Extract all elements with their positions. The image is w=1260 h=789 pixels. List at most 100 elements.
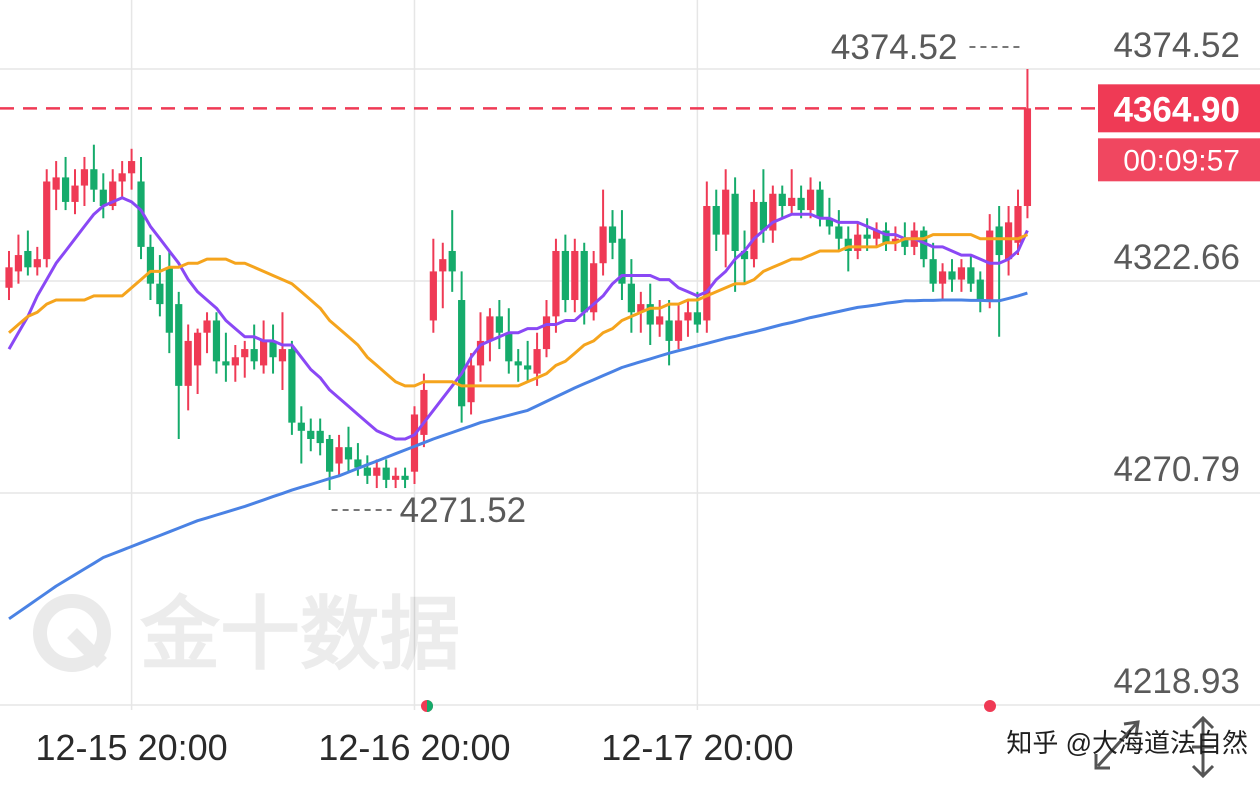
- candle-body: [250, 349, 258, 362]
- candle-body: [976, 279, 984, 301]
- candle-body: [995, 226, 1003, 256]
- y-tick-label: 4218.93: [1113, 662, 1240, 701]
- vertical-resize-icon[interactable]: [1191, 715, 1215, 779]
- candle-body: [797, 197, 805, 211]
- high-label: 4374.52: [831, 28, 958, 67]
- candle-body: [618, 238, 626, 284]
- expand-icon[interactable]: [1094, 720, 1140, 770]
- candle-body: [212, 320, 221, 362]
- candle-body: [43, 181, 51, 260]
- current-price-label: 4364.90: [1113, 90, 1240, 129]
- candle-body: [448, 250, 456, 272]
- candle-body: [118, 173, 126, 182]
- candle-body: [722, 189, 730, 235]
- candle-body: [740, 250, 749, 260]
- candle-body: [24, 250, 32, 268]
- candle-body: [637, 304, 645, 313]
- candle-body: [184, 340, 192, 386]
- candle-body: [514, 361, 522, 366]
- candle-body: [241, 349, 249, 358]
- candle-body: [194, 332, 202, 366]
- candle-body: [646, 304, 654, 325]
- candle-body: [90, 169, 98, 190]
- x-tick-label: 12-15 20:00: [36, 727, 228, 768]
- candle-body: [703, 206, 711, 321]
- countdown-box: [1098, 138, 1260, 182]
- y-tick-label: 4270.79: [1113, 450, 1240, 489]
- x-tick-label: 12-16 20:00: [318, 727, 510, 768]
- candle-body: [882, 230, 890, 243]
- candle-body: [542, 316, 551, 350]
- candle-body: [316, 430, 324, 444]
- candle-body: [552, 250, 560, 317]
- candle-body: [608, 226, 617, 243]
- candle-body: [731, 193, 739, 251]
- candle-body: [410, 414, 419, 472]
- moving-average-line: [8, 233, 1028, 388]
- event-marker-half: [427, 700, 433, 712]
- candle-body: [344, 447, 353, 460]
- current-price-box: [1098, 84, 1260, 133]
- event-marker[interactable]: [984, 700, 996, 712]
- candle-body: [835, 226, 843, 239]
- candle-body: [354, 459, 362, 468]
- candle-body: [146, 246, 155, 284]
- candle-body: [222, 361, 230, 366]
- candle-body: [33, 259, 41, 268]
- candle-body: [99, 189, 107, 207]
- candle-body: [920, 230, 928, 260]
- candle-body: [495, 316, 503, 333]
- candle-body: [929, 259, 937, 284]
- candle-body: [335, 447, 343, 464]
- candle-body: [439, 259, 447, 272]
- candle-body: [71, 185, 79, 202]
- candle-body: [5, 267, 13, 288]
- candle-body: [476, 340, 485, 366]
- candle-body: [816, 189, 824, 219]
- y-tick-label: 4374.52: [1113, 26, 1240, 65]
- candle-body: [891, 238, 900, 243]
- candle-body: [458, 300, 466, 407]
- candle-body: [580, 250, 588, 313]
- candle-body: [778, 193, 786, 207]
- candle-body: [712, 206, 720, 235]
- candle-body: [203, 320, 211, 333]
- candle-body: [231, 357, 239, 366]
- candle-body: [137, 181, 145, 247]
- candle-body: [533, 349, 541, 374]
- countdown-label: 00:09:57: [1123, 144, 1240, 177]
- candle-body: [901, 238, 909, 247]
- candle-body: [561, 250, 569, 301]
- candle-body: [420, 389, 428, 435]
- candle-body: [392, 475, 400, 480]
- low-label: 4271.52: [400, 491, 527, 530]
- candle-body: [297, 422, 305, 431]
- candle-body: [825, 218, 834, 227]
- candle-body: [1023, 108, 1032, 207]
- candle-body: [127, 161, 136, 174]
- candle-body: [590, 263, 598, 313]
- watermark: 金十数据: [139, 590, 460, 679]
- candle-body: [326, 438, 334, 472]
- candle-body: [156, 283, 164, 305]
- candle-body: [674, 320, 683, 341]
- candle-body: [288, 349, 296, 423]
- candle-body: [693, 312, 701, 325]
- candle-body: [429, 271, 437, 321]
- candle-body: [260, 340, 268, 366]
- candle-body: [957, 267, 966, 280]
- candle-body: [467, 365, 475, 403]
- candle-body: [750, 201, 758, 260]
- candle-body: [14, 255, 23, 272]
- candle-body: [165, 267, 173, 333]
- candle-body: [486, 316, 494, 341]
- candle-body: [52, 177, 60, 190]
- candle-body: [505, 332, 513, 362]
- candle-body: [665, 320, 673, 341]
- candle-body: [656, 316, 664, 325]
- candle-body: [269, 340, 277, 358]
- x-tick-label: 12-17 20:00: [601, 727, 793, 768]
- candle-body: [759, 201, 767, 231]
- candle-body: [769, 193, 777, 231]
